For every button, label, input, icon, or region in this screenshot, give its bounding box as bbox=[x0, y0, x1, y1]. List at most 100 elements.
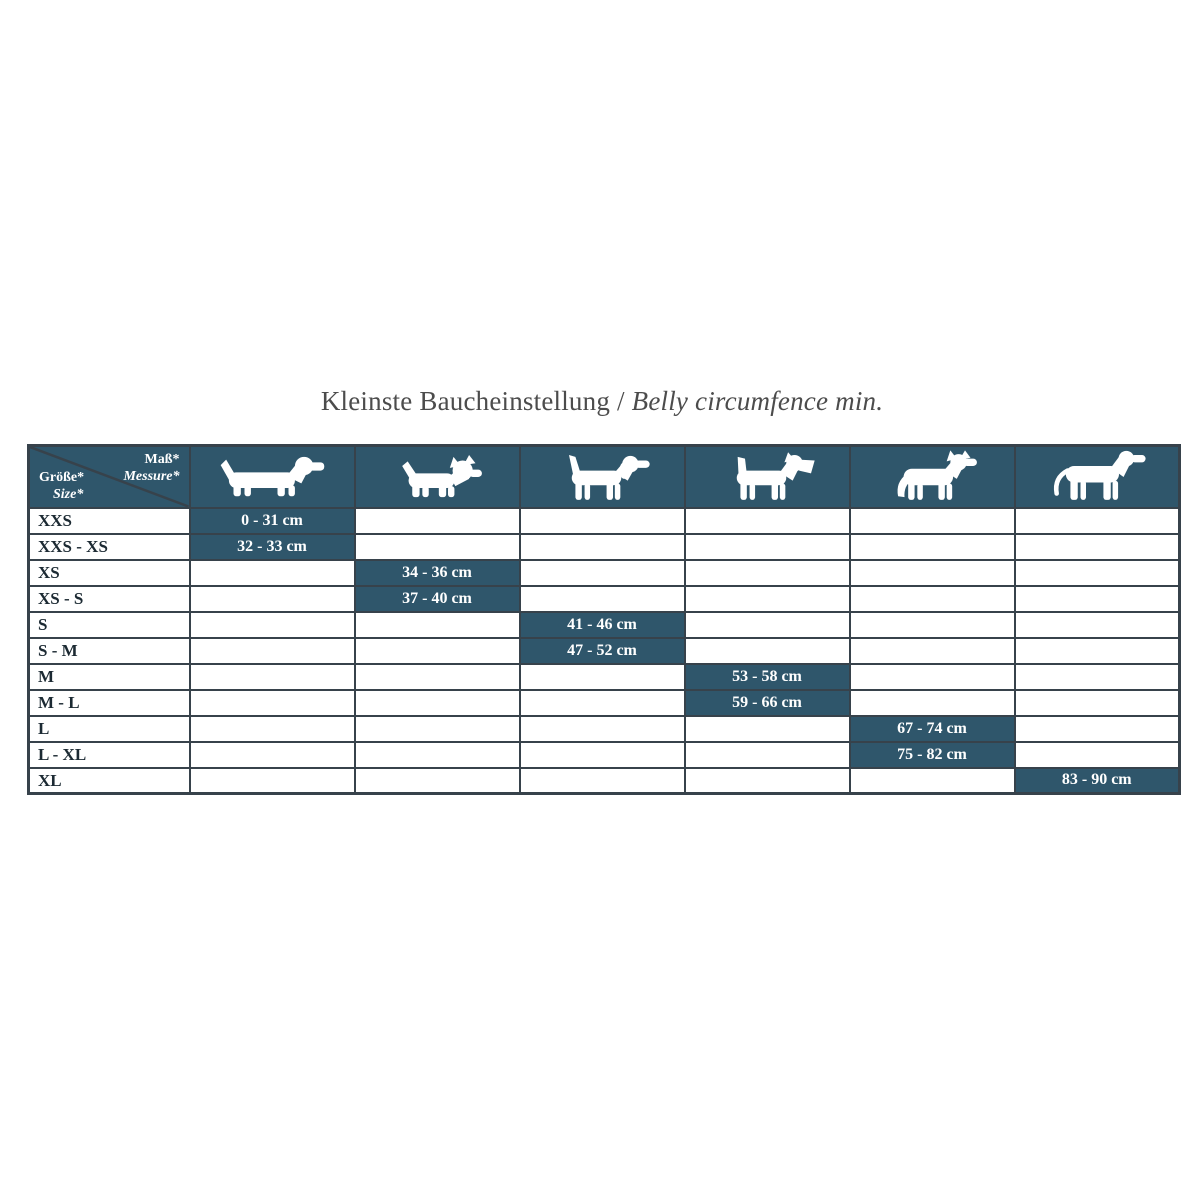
empty-cell bbox=[1013, 714, 1181, 743]
title-german: Kleinste Baucheinstellung bbox=[320, 386, 611, 416]
empty-cell bbox=[1013, 688, 1181, 717]
size-label: M bbox=[27, 662, 191, 691]
table-row-xxs-xs: XXS - XS 32 - 33 cm bbox=[27, 532, 1181, 561]
empty-cell bbox=[848, 636, 1016, 665]
corner-diagonal-line bbox=[30, 447, 189, 507]
size-label: S - M bbox=[27, 636, 191, 665]
empty-cell bbox=[848, 532, 1016, 561]
empty-cell bbox=[518, 662, 686, 691]
empty-cell bbox=[188, 688, 356, 717]
value-cell: 67 - 74 cm bbox=[848, 714, 1016, 743]
table-row-s: S 41 - 46 cm bbox=[27, 610, 1181, 639]
empty-cell bbox=[848, 662, 1016, 691]
value-cell: 75 - 82 cm bbox=[848, 740, 1016, 769]
empty-cell bbox=[683, 532, 851, 561]
empty-cell bbox=[683, 584, 851, 613]
empty-cell bbox=[683, 714, 851, 743]
size-label: S bbox=[27, 610, 191, 639]
table-row-l-xl: L - XL 75 - 82 cm bbox=[27, 740, 1181, 769]
empty-cell bbox=[1013, 506, 1181, 535]
empty-cell bbox=[683, 766, 851, 795]
column-header-terrier bbox=[353, 444, 521, 509]
great-dane-icon bbox=[1053, 450, 1146, 500]
schnauzer-icon bbox=[736, 452, 815, 500]
size-label: XL bbox=[27, 766, 191, 795]
title-separator: / bbox=[610, 386, 632, 416]
empty-cell bbox=[518, 584, 686, 613]
empty-cell bbox=[188, 740, 356, 769]
empty-cell bbox=[848, 584, 1016, 613]
table-row-l: L 67 - 74 cm bbox=[27, 714, 1181, 743]
empty-cell bbox=[1013, 740, 1181, 769]
empty-cell bbox=[353, 610, 521, 639]
value-cell: 83 - 90 cm bbox=[1013, 766, 1181, 795]
empty-cell bbox=[1013, 662, 1181, 691]
husky-icon bbox=[897, 450, 977, 500]
empty-cell bbox=[188, 714, 356, 743]
empty-cell bbox=[353, 714, 521, 743]
empty-cell bbox=[848, 766, 1016, 795]
hound-icon bbox=[569, 454, 650, 500]
table-row-s-m: S - M 47 - 52 cm bbox=[27, 636, 1181, 665]
value-cell: 59 - 66 cm bbox=[683, 688, 851, 717]
empty-cell bbox=[518, 740, 686, 769]
dachshund-icon bbox=[220, 456, 325, 496]
empty-cell bbox=[518, 532, 686, 561]
empty-cell bbox=[683, 740, 851, 769]
corner-size-label: Größe* Size* bbox=[39, 469, 85, 502]
empty-cell bbox=[353, 662, 521, 691]
value-cell: 47 - 52 cm bbox=[518, 636, 686, 665]
empty-cell bbox=[188, 636, 356, 665]
value-cell: 34 - 36 cm bbox=[353, 558, 521, 587]
empty-cell bbox=[1013, 610, 1181, 639]
empty-cell bbox=[188, 558, 356, 587]
empty-cell bbox=[683, 558, 851, 587]
empty-cell bbox=[353, 740, 521, 769]
empty-cell bbox=[353, 506, 521, 535]
empty-cell bbox=[353, 532, 521, 561]
column-header-dachshund bbox=[188, 444, 356, 509]
empty-cell bbox=[1013, 558, 1181, 587]
empty-cell bbox=[1013, 532, 1181, 561]
size-label: XS bbox=[27, 558, 191, 587]
size-label: XXS bbox=[27, 506, 191, 535]
table-row-xxs: XXS 0 - 31 cm bbox=[27, 506, 1181, 535]
empty-cell bbox=[353, 636, 521, 665]
value-cell: 32 - 33 cm bbox=[188, 532, 356, 561]
empty-cell bbox=[848, 506, 1016, 535]
table-row-m: M 53 - 58 cm bbox=[27, 662, 1181, 691]
header-row: Maß* Messure* Größe* Size* bbox=[27, 444, 1181, 509]
size-label: XXS - XS bbox=[27, 532, 191, 561]
column-header-great-dane bbox=[1013, 444, 1181, 509]
empty-cell bbox=[848, 610, 1016, 639]
column-header-hound bbox=[518, 444, 686, 509]
value-cell: 41 - 46 cm bbox=[518, 610, 686, 639]
empty-cell bbox=[518, 506, 686, 535]
corner-cell: Maß* Messure* Größe* Size* bbox=[27, 444, 191, 509]
empty-cell bbox=[188, 610, 356, 639]
empty-cell bbox=[1013, 636, 1181, 665]
size-label: L bbox=[27, 714, 191, 743]
table-row-xl: XL 83 - 90 cm bbox=[27, 766, 1181, 795]
empty-cell bbox=[683, 610, 851, 639]
size-label: L - XL bbox=[27, 740, 191, 769]
empty-cell bbox=[518, 558, 686, 587]
corner-measure-label: Maß* Messure* bbox=[123, 452, 180, 484]
empty-cell bbox=[848, 688, 1016, 717]
empty-cell bbox=[1013, 584, 1181, 613]
empty-cell bbox=[518, 766, 686, 795]
empty-cell bbox=[683, 636, 851, 665]
empty-cell bbox=[518, 688, 686, 717]
page-title: Kleinste Baucheinstellung / Belly circum… bbox=[27, 386, 1177, 417]
value-cell: 53 - 58 cm bbox=[683, 662, 851, 691]
column-header-schnauzer bbox=[683, 444, 851, 509]
empty-cell bbox=[188, 584, 356, 613]
empty-cell bbox=[188, 662, 356, 691]
value-cell: 37 - 40 cm bbox=[353, 584, 521, 613]
size-label: M - L bbox=[27, 688, 191, 717]
size-chart-table: Maß* Messure* Größe* Size* bbox=[27, 444, 1181, 795]
empty-cell bbox=[188, 766, 356, 795]
column-header-husky bbox=[848, 444, 1016, 509]
title-english: Belly circumfence min. bbox=[631, 386, 884, 416]
empty-cell bbox=[518, 714, 686, 743]
